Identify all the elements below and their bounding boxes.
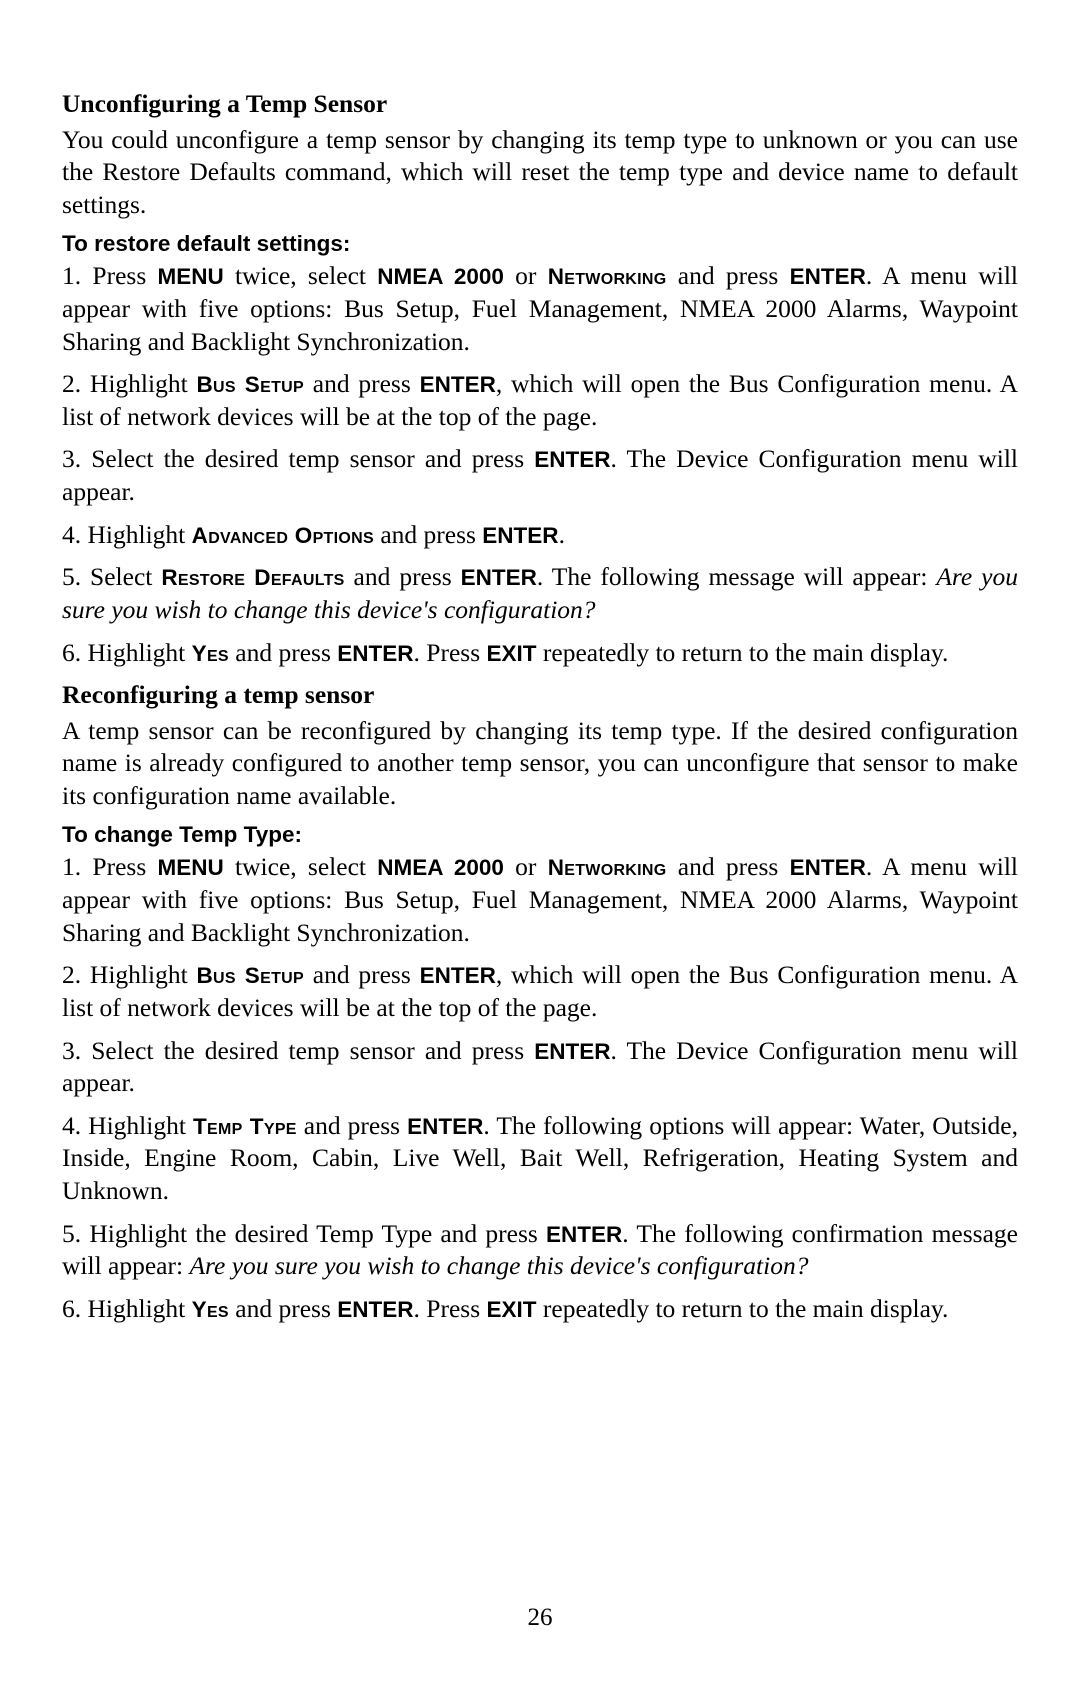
step-2: 2. Highlight Bus Setup and press ENTER, … bbox=[62, 368, 1018, 433]
step-5: 5. Select Restore Defaults and press ENT… bbox=[62, 561, 1018, 626]
step-3: 3. Select the desired temp sensor and pr… bbox=[62, 443, 1018, 508]
step-b3: 3. Select the desired temp sensor and pr… bbox=[62, 1035, 1018, 1100]
step-b2: 2. Highlight Bus Setup and press ENTER, … bbox=[62, 959, 1018, 1024]
section-intro-unconfigure: You could unconfigure a temp sensor by c… bbox=[62, 124, 1018, 222]
section-intro-reconfigure: A temp sensor can be reconfigured by cha… bbox=[62, 715, 1018, 813]
subheading-change-temp-type: To change Temp Type: bbox=[62, 821, 1018, 850]
manual-page: Unconfiguring a Temp Sensor You could un… bbox=[0, 0, 1080, 1682]
step-b5: 5. Highlight the desired Temp Type and p… bbox=[62, 1218, 1018, 1283]
step-b1: 1. Press MENU twice, select NMEA 2000 or… bbox=[62, 851, 1018, 949]
section-heading-unconfigure: Unconfiguring a Temp Sensor bbox=[62, 88, 1018, 121]
step-1: 1. Press MENU twice, select NMEA 2000 or… bbox=[62, 260, 1018, 358]
step-b4: 4. Highlight Temp Type and press ENTER. … bbox=[62, 1110, 1018, 1208]
section-heading-reconfigure: Reconfiguring a temp sensor bbox=[62, 679, 1018, 712]
page-number: 26 bbox=[0, 1602, 1080, 1634]
step-6: 6. Highlight Yes and press ENTER. Press … bbox=[62, 637, 1018, 670]
step-4: 4. Highlight Advanced Options and press … bbox=[62, 519, 1018, 552]
subheading-restore-defaults: To restore default settings: bbox=[62, 230, 1018, 259]
step-b6: 6. Highlight Yes and press ENTER. Press … bbox=[62, 1293, 1018, 1326]
